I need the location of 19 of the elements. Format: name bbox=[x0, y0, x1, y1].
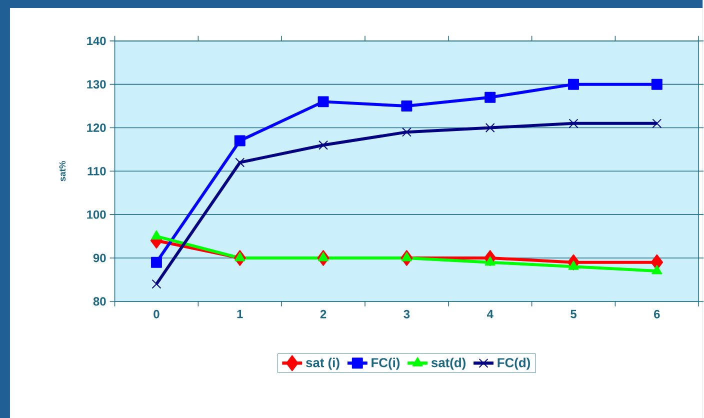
x-tick-label: 2 bbox=[320, 310, 326, 318]
legend-label: sat(d) bbox=[431, 358, 466, 370]
x-tick-label: 1 bbox=[237, 310, 243, 318]
y-tick-label: 90 bbox=[93, 254, 106, 262]
legend-label: sat (i) bbox=[306, 358, 340, 370]
legend-label: FC(i) bbox=[372, 358, 400, 370]
x-tick-label: 6 bbox=[654, 310, 660, 318]
y-tick-label: 80 bbox=[93, 297, 106, 306]
x-tick-label: 0 bbox=[154, 310, 160, 318]
y-axis-title: sat% bbox=[59, 160, 66, 182]
y-tick-label: 100 bbox=[87, 210, 106, 219]
x-tick-label: 5 bbox=[570, 310, 576, 318]
x-tick-label: 3 bbox=[404, 310, 410, 318]
y-tick-label: 110 bbox=[88, 166, 106, 176]
y-tick-label: 130 bbox=[87, 80, 106, 88]
y-tick-label: 140 bbox=[87, 36, 106, 46]
legend-label: FC(d) bbox=[498, 358, 530, 370]
x-tick-label: 4 bbox=[486, 310, 494, 318]
y-tick-label: 120 bbox=[87, 123, 106, 132]
